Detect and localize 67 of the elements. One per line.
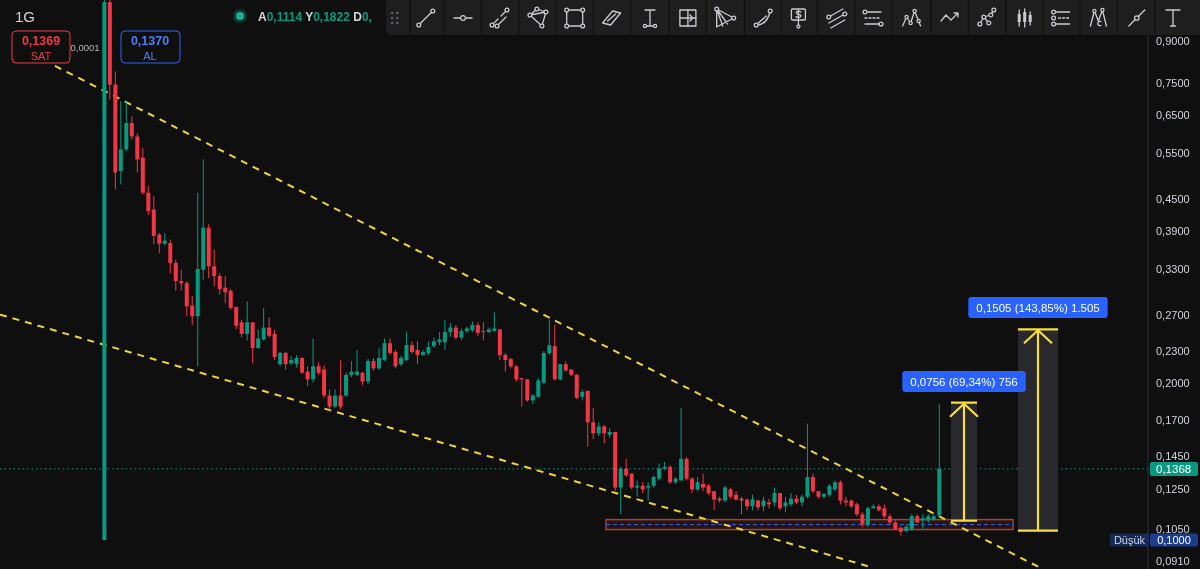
candlestick: [442, 319, 447, 351]
ref-line-label: 0,1368: [1156, 462, 1192, 475]
annotation: 0,1505 (143,85%) 1.505: [976, 301, 1100, 314]
annotation: SAT: [30, 49, 52, 62]
candlestick: [129, 115, 134, 141]
candlestick: [591, 407, 596, 440]
candlestick: [118, 100, 123, 185]
candlestick: [574, 373, 579, 400]
candlestick: [602, 424, 607, 444]
candlestick: [772, 487, 777, 507]
candlestick: [344, 372, 349, 398]
candlestick: [701, 473, 706, 492]
y-tick-label: 0,6500: [1156, 109, 1190, 122]
y-tick-label: 0,0910: [1156, 555, 1190, 568]
y-tick-label: 0,2000: [1156, 376, 1190, 389]
candlestick: [519, 377, 524, 408]
y-tick-label: 0,5500: [1156, 147, 1190, 160]
y-tick-label: 0,1250: [1156, 483, 1190, 496]
candlestick: [327, 389, 332, 411]
annotation: 0,0001: [70, 41, 100, 53]
candlestick: [865, 505, 870, 528]
candlestick: [547, 319, 552, 356]
candlestick: [245, 301, 250, 341]
y-tick-label: 0,2300: [1156, 344, 1190, 357]
candlestick: [305, 365, 310, 387]
y-tick-label: 0,9000: [1156, 35, 1190, 48]
candlestick: [261, 307, 266, 341]
candlestick: [646, 481, 651, 502]
candlestick: [838, 479, 843, 505]
annotation: 0,1369: [21, 34, 61, 48]
y-tick-label: 0,2700: [1156, 308, 1190, 321]
y-tick-label: 0,1450: [1156, 449, 1190, 462]
annotation: AL: [143, 49, 157, 62]
candlestick: [256, 328, 261, 350]
candlestick: [272, 328, 277, 361]
candlestick: [212, 248, 217, 287]
y-tick-label: 0,3900: [1156, 225, 1190, 238]
candlestick: [168, 238, 173, 274]
candlestick: [311, 338, 316, 384]
candlestick: [377, 347, 382, 370]
annotation: 0,0756 (69,34%) 756: [910, 375, 1018, 388]
candlestick: [503, 352, 508, 373]
candlestick: [366, 358, 371, 385]
y-tick-label: 0,1050: [1156, 522, 1190, 535]
y-tick-label: 0,3300: [1156, 263, 1190, 276]
candlestick: [333, 389, 338, 409]
candlestick: [767, 498, 771, 509]
y-tick-label: 0,7500: [1156, 76, 1190, 89]
candlestick: [338, 359, 343, 410]
candlestick: [173, 259, 178, 292]
candlestick: [810, 473, 815, 494]
candlestick: [525, 378, 530, 403]
candlestick: [135, 132, 140, 173]
candlestick: [635, 479, 640, 498]
text: 1G: [15, 7, 36, 25]
candlestick: [146, 185, 151, 216]
candlestick: [190, 295, 195, 326]
candlestick: [184, 280, 189, 317]
y-tick-label: 0,4500: [1156, 192, 1190, 205]
candlestick: [684, 456, 689, 481]
annotation: A0,1114 Y0,1822 D0,: [258, 10, 372, 24]
text: 0,1000: [1157, 534, 1191, 546]
y-tick-label: 0,1700: [1156, 413, 1190, 426]
candlestick: [289, 355, 294, 366]
candlestick: [267, 316, 272, 339]
annotation: 0,1370: [130, 34, 170, 48]
candlestick: [668, 464, 673, 485]
